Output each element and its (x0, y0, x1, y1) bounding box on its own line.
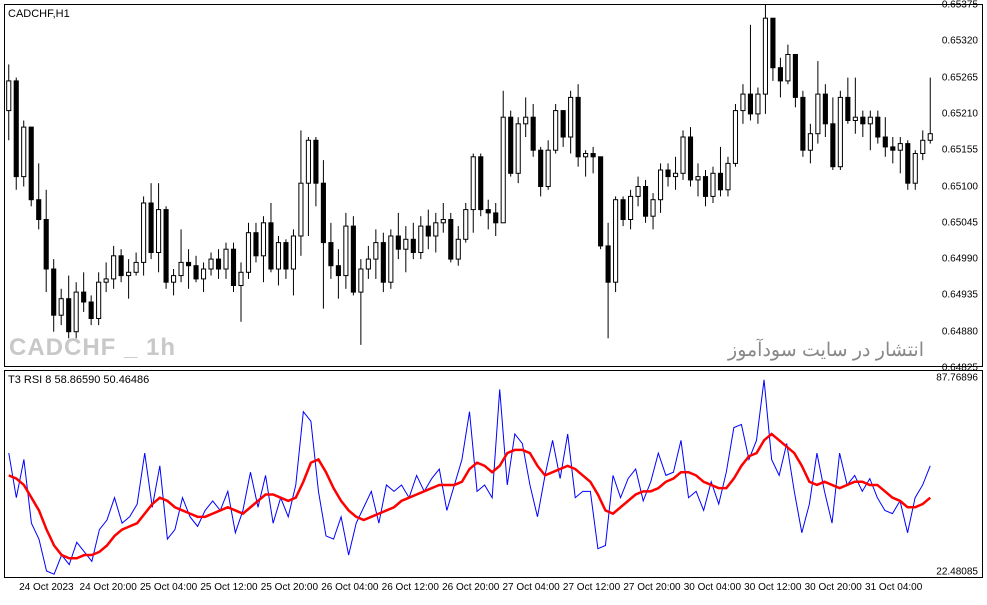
indicator-ytick: 87.76896 (936, 373, 978, 384)
price-chart-title: CADCHF,H1 (8, 8, 70, 20)
time-tick: 27 Oct 20:00 (623, 582, 680, 593)
time-tick: 26 Oct 04:00 (321, 582, 378, 593)
time-tick: 25 Oct 12:00 (200, 582, 257, 593)
time-tick: 26 Oct 12:00 (382, 582, 439, 593)
price-ytick: 0.65375 (942, 0, 978, 11)
time-tick: 27 Oct 04:00 (502, 582, 559, 593)
time-tick: 31 Oct 04:00 (865, 582, 922, 593)
indicator-chart-panel[interactable]: T3 RSI 8 58.86590 50.46486 87.76896 22.48… (4, 370, 983, 578)
watermark-source: انتشار در سایت سودآموز (728, 339, 924, 362)
price-ytick: 0.65155 (942, 145, 978, 156)
time-tick: 30 Oct 12:00 (744, 582, 801, 593)
price-chart-panel[interactable]: CADCHF,H1 CADCHF _ 1h انتشار در سایت سود… (4, 4, 983, 367)
time-tick: 25 Oct 20:00 (261, 582, 318, 593)
time-tick: 30 Oct 04:00 (684, 582, 741, 593)
indicator-ytick: 22.48085 (936, 567, 978, 578)
price-ytick: 0.65265 (942, 72, 978, 83)
indicator-chart-title: T3 RSI 8 58.86590 50.46486 (8, 374, 149, 386)
time-tick: 26 Oct 20:00 (442, 582, 499, 593)
time-tick: 25 Oct 04:00 (140, 582, 197, 593)
time-axis: 24 Oct 202324 Oct 20:0025 Oct 04:0025 Oc… (4, 580, 983, 602)
indicator-plot-area[interactable] (5, 371, 932, 577)
time-tick: 30 Oct 20:00 (805, 582, 862, 593)
price-ytick: 0.64935 (942, 290, 978, 301)
watermark-symbol: CADCHF _ 1h (9, 334, 176, 362)
price-ytick: 0.65100 (942, 181, 978, 192)
time-tick: 24 Oct 20:00 (80, 582, 137, 593)
price-ytick: 0.64990 (942, 254, 978, 265)
price-plot-area[interactable] (5, 5, 932, 366)
price-ytick: 0.65320 (942, 36, 978, 47)
price-ytick: 0.65210 (942, 108, 978, 119)
price-ytick: 0.65045 (942, 217, 978, 228)
price-ytick: 0.64880 (942, 326, 978, 337)
time-tick: 27 Oct 12:00 (563, 582, 620, 593)
time-tick: 24 Oct 2023 (19, 582, 73, 593)
